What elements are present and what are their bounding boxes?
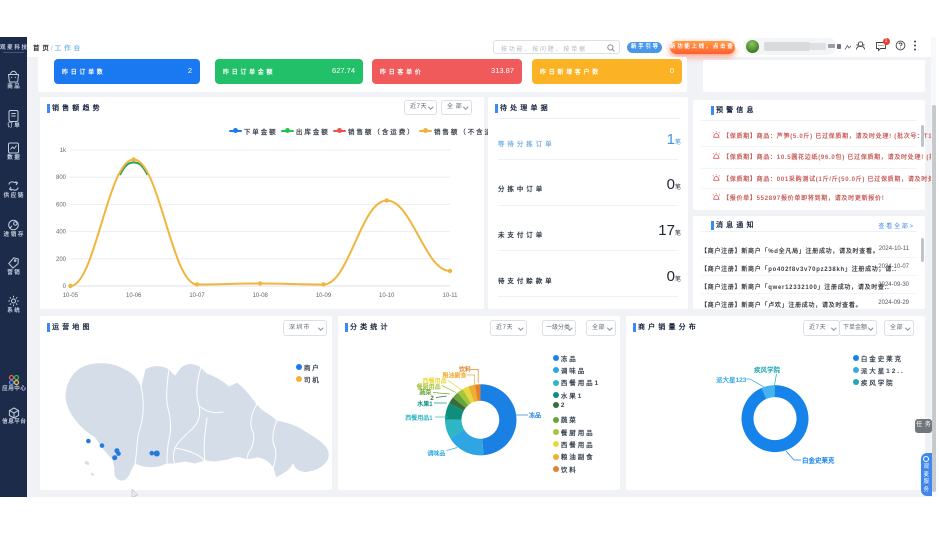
svg-text:1k: 1k: [60, 148, 67, 154]
svg-text:白金史莱克: 白金史莱克: [802, 456, 835, 465]
svg-text:冻品: 冻品: [529, 412, 541, 420]
svg-text:粮油副食: 粮油副食: [442, 372, 467, 380]
svg-text:2: 2: [430, 396, 434, 402]
svg-text:西餐用品: 西餐用品: [423, 377, 447, 385]
svg-text:200: 200: [56, 257, 67, 263]
svg-text:10-10: 10-10: [379, 293, 395, 299]
svg-text:10-11: 10-11: [443, 293, 459, 299]
svg-text:派大星123: 派大星123: [716, 375, 747, 384]
svg-text:10-06: 10-06: [126, 293, 142, 299]
svg-text:水果1: 水果1: [417, 400, 433, 408]
svg-text:400: 400: [56, 230, 67, 236]
svg-text:600: 600: [56, 202, 67, 208]
svg-text:调味品: 调味品: [427, 450, 445, 458]
svg-text:蔬菜: 蔬菜: [419, 389, 432, 397]
svg-text:10-08: 10-08: [253, 293, 269, 299]
svg-text:0: 0: [63, 284, 67, 290]
svg-text:饮料: 饮料: [458, 366, 471, 374]
svg-text:800: 800: [56, 175, 67, 181]
svg-text:10-05: 10-05: [63, 293, 79, 299]
svg-text:疾风学院: 疾风学院: [754, 365, 781, 374]
svg-text:餐厨用品: 餐厨用品: [416, 383, 441, 391]
svg-text:10-07: 10-07: [189, 293, 205, 299]
svg-text:10-09: 10-09: [316, 293, 332, 299]
svg-text:西餐用品1: 西餐用品1: [405, 414, 433, 422]
